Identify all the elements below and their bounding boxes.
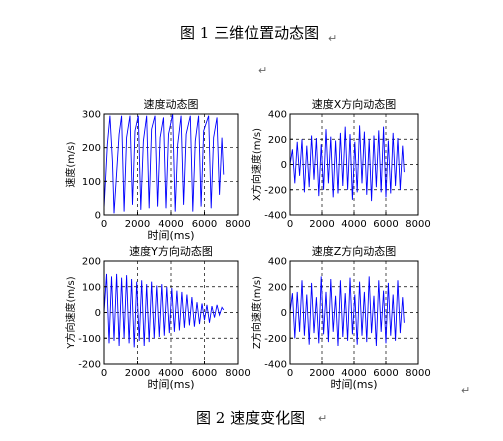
y-tick-label: 0 <box>281 308 287 319</box>
x-tick-label: 6000 <box>373 368 398 379</box>
x-tick-label: 0 <box>101 368 107 379</box>
y-tick-label: 300 <box>82 110 101 121</box>
series-line <box>289 276 405 347</box>
x-axis-label: 时间(ms) <box>147 229 194 242</box>
y-axis-label: Z方向速度(m/s) <box>250 276 263 349</box>
chart-panel-2: 0 2000 4000 6000 8000 -400 -200 0 200 400 速度X方向动态图… <box>250 97 431 230</box>
x-tick-label: 2000 <box>125 368 150 379</box>
x-tick-label: 8000 <box>225 368 250 379</box>
x-tick-label: 6000 <box>192 368 217 379</box>
y-tick-label: -200 <box>264 185 287 196</box>
x-tick-label: 2000 <box>309 219 334 230</box>
x-tick-label: 6000 <box>373 219 398 230</box>
y-tick-label: 400 <box>268 110 287 121</box>
y-tick-label: 0 <box>95 211 101 222</box>
chart-title: 速度Z方向动态图 <box>312 244 397 258</box>
x-tick-label: 0 <box>287 219 293 230</box>
paragraph-mark: ↵ <box>461 384 471 397</box>
y-tick-label: -200 <box>264 334 287 345</box>
y-tick-label: 0 <box>281 160 287 171</box>
x-tick-label: 8000 <box>405 219 430 230</box>
y-tick-label: 100 <box>82 177 101 188</box>
y-tick-label: 0 <box>95 308 101 319</box>
x-tick-label: 6000 <box>192 219 217 230</box>
figure-2-caption: 图 2 速度变化图 <box>196 409 306 427</box>
figure-1-caption: 图 1 三维位置动态图 <box>180 24 320 42</box>
x-tick-label: 8000 <box>225 219 250 230</box>
x-tick-label: 4000 <box>158 368 183 379</box>
y-axis-label: 速度(m/s) <box>64 141 77 187</box>
paragraph-mark: ↵ <box>318 412 328 425</box>
x-axis-label: 时间(ms) <box>330 378 377 391</box>
chart-title: 速度动态图 <box>144 97 199 111</box>
x-tick-label: 4000 <box>158 219 183 230</box>
y-tick-label: -200 <box>78 360 101 371</box>
y-tick-label: 400 <box>268 257 287 268</box>
chart-panel-3: 0 2000 4000 6000 8000 -200 -100 0 100 200 速度Y方向动态图… <box>64 244 251 391</box>
chart-panel-4: 0 2000 4000 6000 8000 -400 -200 0 200 400 速度Z方向动态图… <box>250 244 431 391</box>
y-axis-label: Y方向速度(m/s) <box>64 276 77 349</box>
y-tick-label: 200 <box>268 282 287 293</box>
x-tick-label: 8000 <box>405 368 430 379</box>
x-tick-label: 4000 <box>341 219 366 230</box>
x-tick-label: 2000 <box>309 368 334 379</box>
series-line <box>103 113 225 214</box>
y-tick-label: -100 <box>78 334 101 345</box>
x-tick-label: 0 <box>101 219 107 230</box>
chart-title: 速度X方向动态图 <box>312 97 397 111</box>
x-tick-label: 4000 <box>341 368 366 379</box>
y-tick-label: -400 <box>264 360 287 371</box>
x-tick-label: 0 <box>287 368 293 379</box>
y-tick-label: 200 <box>268 135 287 146</box>
paragraph-mark: ↵ <box>328 32 338 45</box>
y-tick-label: 200 <box>82 257 101 268</box>
series-line <box>289 125 405 202</box>
y-tick-label: -400 <box>264 211 287 222</box>
paragraph-mark: ↵ <box>258 64 268 77</box>
x-axis-label: 时间(ms) <box>147 378 194 391</box>
y-axis-label: X方向速度(m/s) <box>250 128 263 201</box>
chart-title: 速度Y方向动态图 <box>129 244 213 258</box>
y-tick-label: 200 <box>82 143 101 154</box>
series-line <box>103 273 225 348</box>
x-tick-label: 2000 <box>125 219 150 230</box>
y-tick-label: 100 <box>82 282 101 293</box>
